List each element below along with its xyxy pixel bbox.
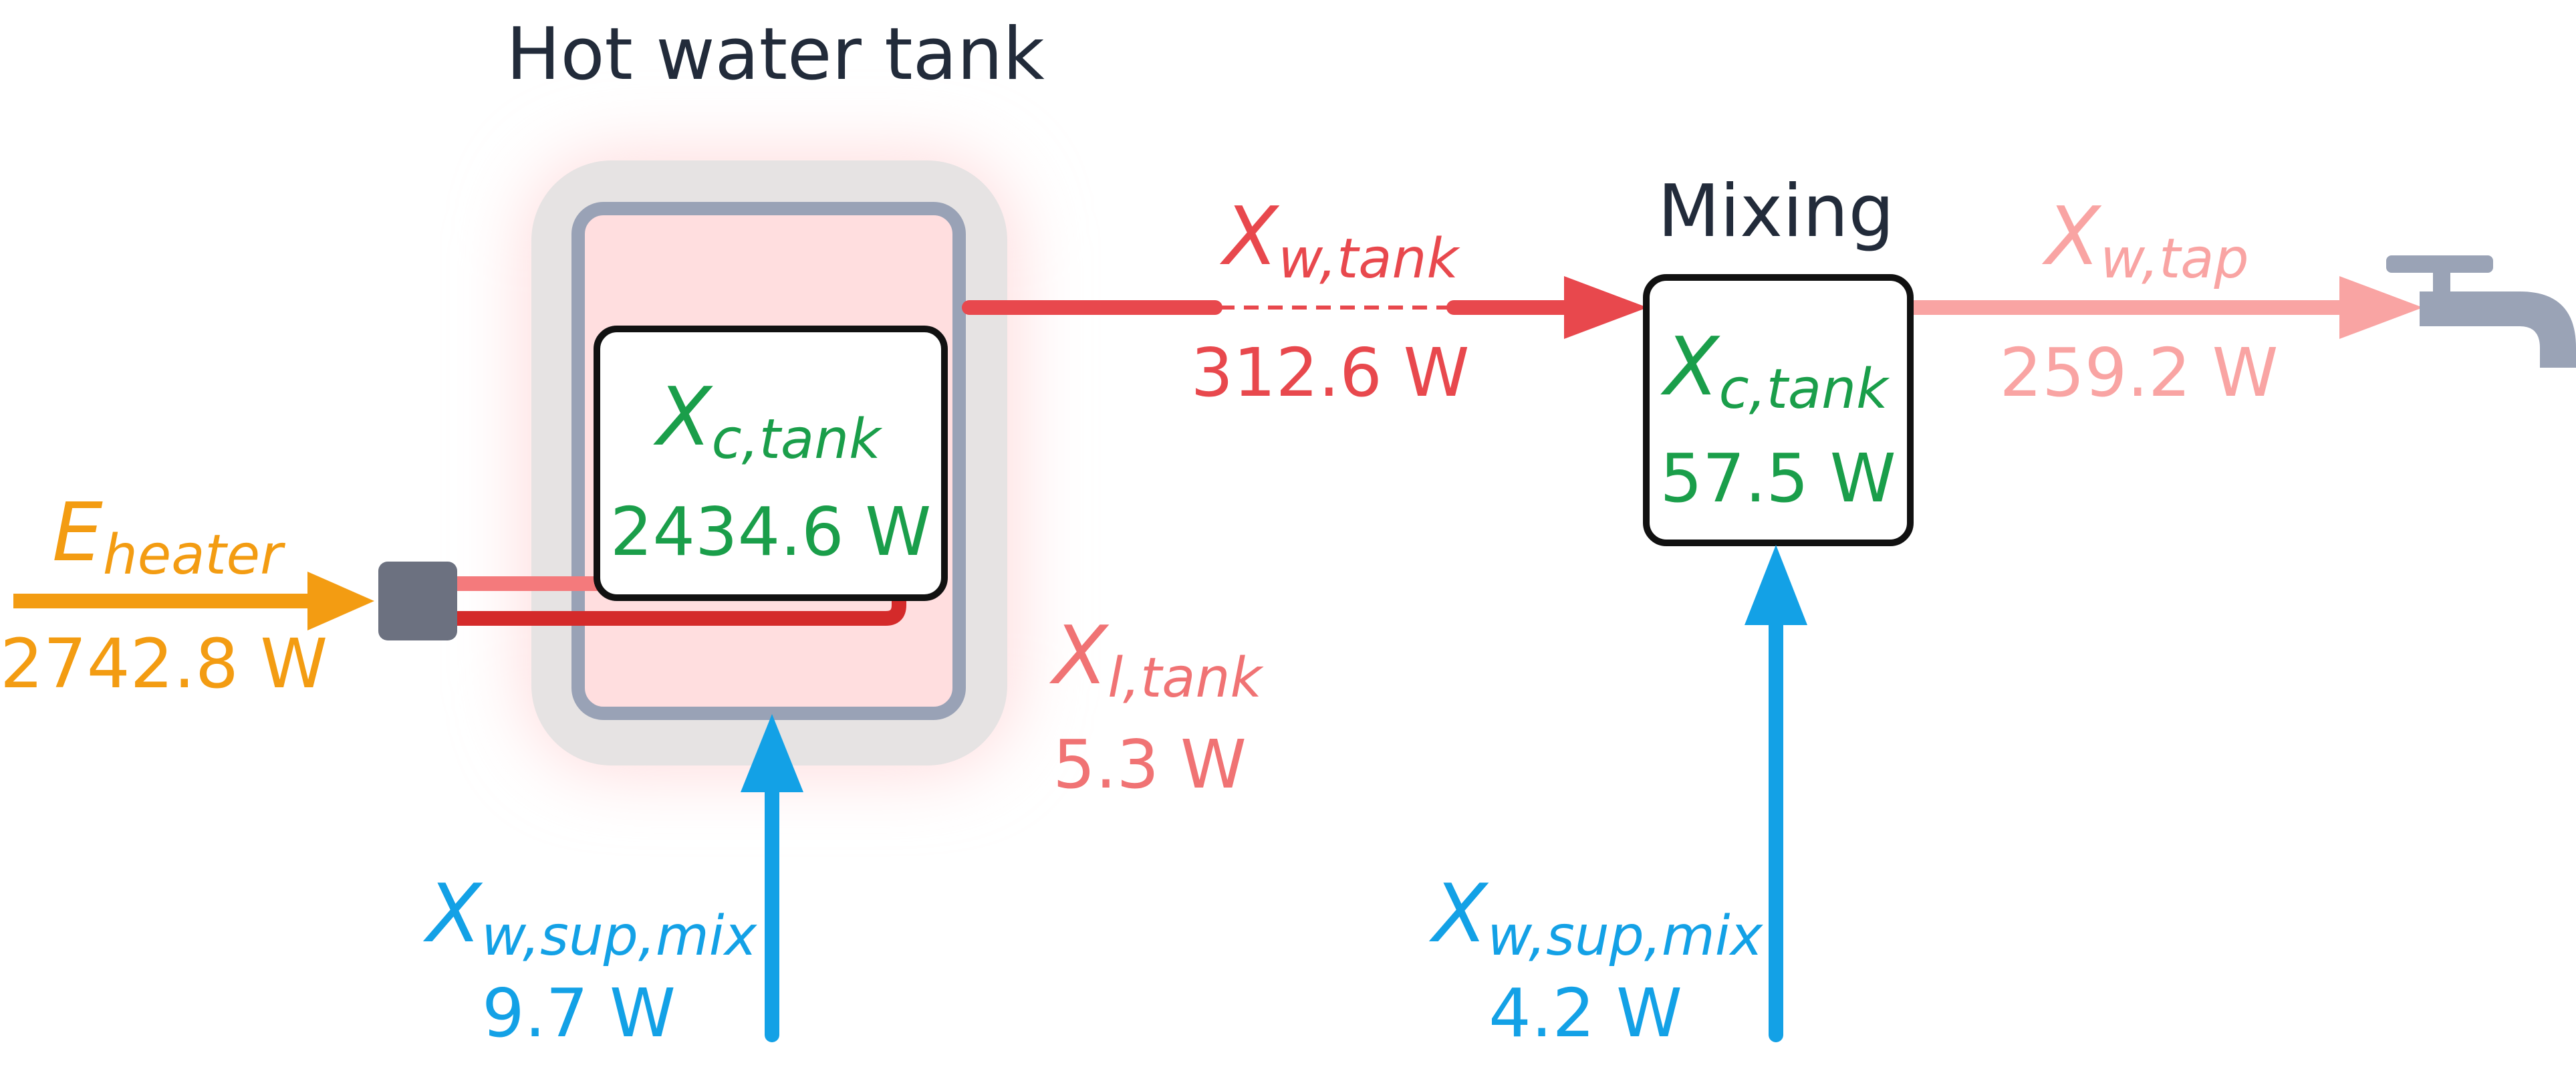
tank-destruction-value: 2434.6 W xyxy=(610,493,932,571)
tank-supply-symbol: Xw,sup,mix xyxy=(422,868,758,968)
tank-loss-symbol-sub: l,tank xyxy=(1108,646,1264,710)
faucet-spout xyxy=(2420,291,2576,368)
faucet-stem xyxy=(2433,267,2450,298)
tank-supply-flow: Xw,sup,mix 9.7 W xyxy=(422,714,803,1052)
tank-destruction-frame xyxy=(594,326,948,601)
mixing-title: Mixing xyxy=(1658,170,1894,253)
tap-value: 259.2 W xyxy=(2000,334,2279,412)
mixing-supply-arrow-head xyxy=(1745,545,1807,625)
mixing-unit: Mixing Xc,tank 57.5 W xyxy=(1643,170,1914,546)
heater-block xyxy=(378,562,457,640)
tank-out-flow: Xw,tank 312.6 W xyxy=(962,191,1648,412)
tank-loss-symbol-main: X xyxy=(1049,610,1110,703)
mixing-supply-value: 4.2 W xyxy=(1489,974,1682,1052)
tank-destruction-symbol-main: X xyxy=(652,371,713,464)
mixing-supply-symbol-main: X xyxy=(1428,868,1489,961)
tank-out-symbol-sub: w,tank xyxy=(1278,227,1460,291)
tank-loss-symbol: Xl,tank xyxy=(1049,610,1264,710)
tank-loss-value: 5.3 W xyxy=(1053,725,1247,804)
faucet-handle xyxy=(2386,255,2493,273)
tap-flow: Xw,tap 259.2 W xyxy=(1914,191,2423,412)
tank-supply-symbol-main: X xyxy=(422,868,483,961)
heater-symbol: Eheater xyxy=(52,487,285,587)
mixing-destruction-symbol-main: X xyxy=(1660,321,1720,414)
mixing-destruction-frame xyxy=(1643,274,1914,546)
tank-out-symbol: Xw,tank xyxy=(1219,191,1460,291)
tank-out-value: 312.6 W xyxy=(1191,334,1470,412)
tank-destruction-symbol-sub: c,tank xyxy=(712,408,884,471)
tap-symbol-sub: w,tap xyxy=(2100,227,2248,291)
faucet-icon xyxy=(2386,255,2576,368)
tap-symbol-main: X xyxy=(2041,191,2102,283)
mixing-supply-flow: Xw,sup,mix 4.2 W xyxy=(1428,545,1807,1052)
heater-arrow-head xyxy=(307,572,374,630)
mixing-destruction-value: 57.5 W xyxy=(1660,439,1896,517)
heater-element-icon xyxy=(378,562,906,640)
mixing-supply-symbol: Xw,sup,mix xyxy=(1428,868,1764,968)
heater-value: 2742.8 W xyxy=(0,624,328,704)
tank-loss-flow: Xl,tank 5.3 W xyxy=(1049,610,1264,804)
tap-symbol: Xw,tap xyxy=(2041,191,2249,291)
heater-coil-dark xyxy=(455,575,906,626)
tank-title: Hot water tank xyxy=(506,13,1045,96)
tank-out-arrow-head xyxy=(1564,276,1648,339)
heater-symbol-sub: heater xyxy=(103,523,285,587)
tank-destruction-symbol: Xc,tank xyxy=(652,371,883,471)
mixing-supply-symbol-sub: w,sup,mix xyxy=(1487,905,1763,968)
tank-supply-value: 9.7 W xyxy=(482,974,676,1052)
heater-symbol-main: E xyxy=(52,487,103,580)
mixing-destruction-symbol-sub: c,tank xyxy=(1719,358,1891,421)
tank-destruction-box: Xc,tank 2434.6 W xyxy=(594,326,948,601)
tank-supply-arrow-head xyxy=(741,714,803,792)
mixing-destruction-symbol: Xc,tank xyxy=(1660,321,1890,421)
heater-energy-flow: Eheater 2742.8 W xyxy=(0,487,374,704)
tap-arrow-head xyxy=(2339,276,2423,339)
tank-out-symbol-main: X xyxy=(1219,191,1280,283)
tank-supply-symbol-sub: w,sup,mix xyxy=(481,905,757,968)
